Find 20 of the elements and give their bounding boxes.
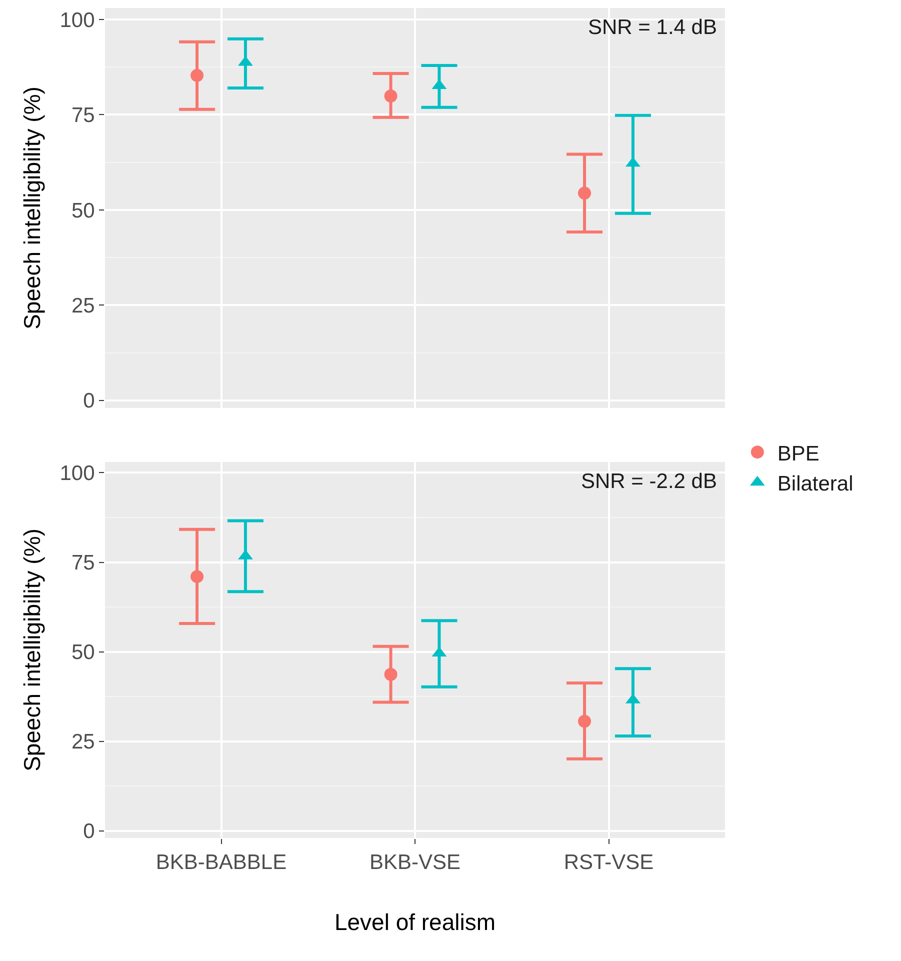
y-tick-label: 100 [60,8,95,32]
y-axis-title: Speech intelligibility (%) [19,86,46,330]
y-tick-label: 25 [71,294,95,318]
y-axis-title: Speech intelligibility (%) [19,528,46,772]
x-tick-label: RST-VSE [564,851,654,874]
legend-label: BPE [777,442,820,466]
y-tick-label: 0 [83,390,95,413]
x-tick-label: BKB-BABBLE [156,851,287,874]
x-tick-label: BKB-VSE [369,851,461,874]
y-tick-label: 75 [71,552,95,575]
x-axis-title: Level of realism [334,908,496,935]
legend-label: Bilateral [777,472,854,496]
annotation: SNR = 1.4 dB [588,16,717,39]
y-tick-label: 75 [71,104,95,128]
y-tick-label: 25 [71,730,95,754]
y-tick-label: 50 [71,641,95,664]
y-tick-label: 0 [83,820,95,844]
annotation: SNR = -2.2 dB [581,470,717,493]
y-tick-label: 50 [71,199,95,222]
y-tick-label: 100 [60,462,95,486]
